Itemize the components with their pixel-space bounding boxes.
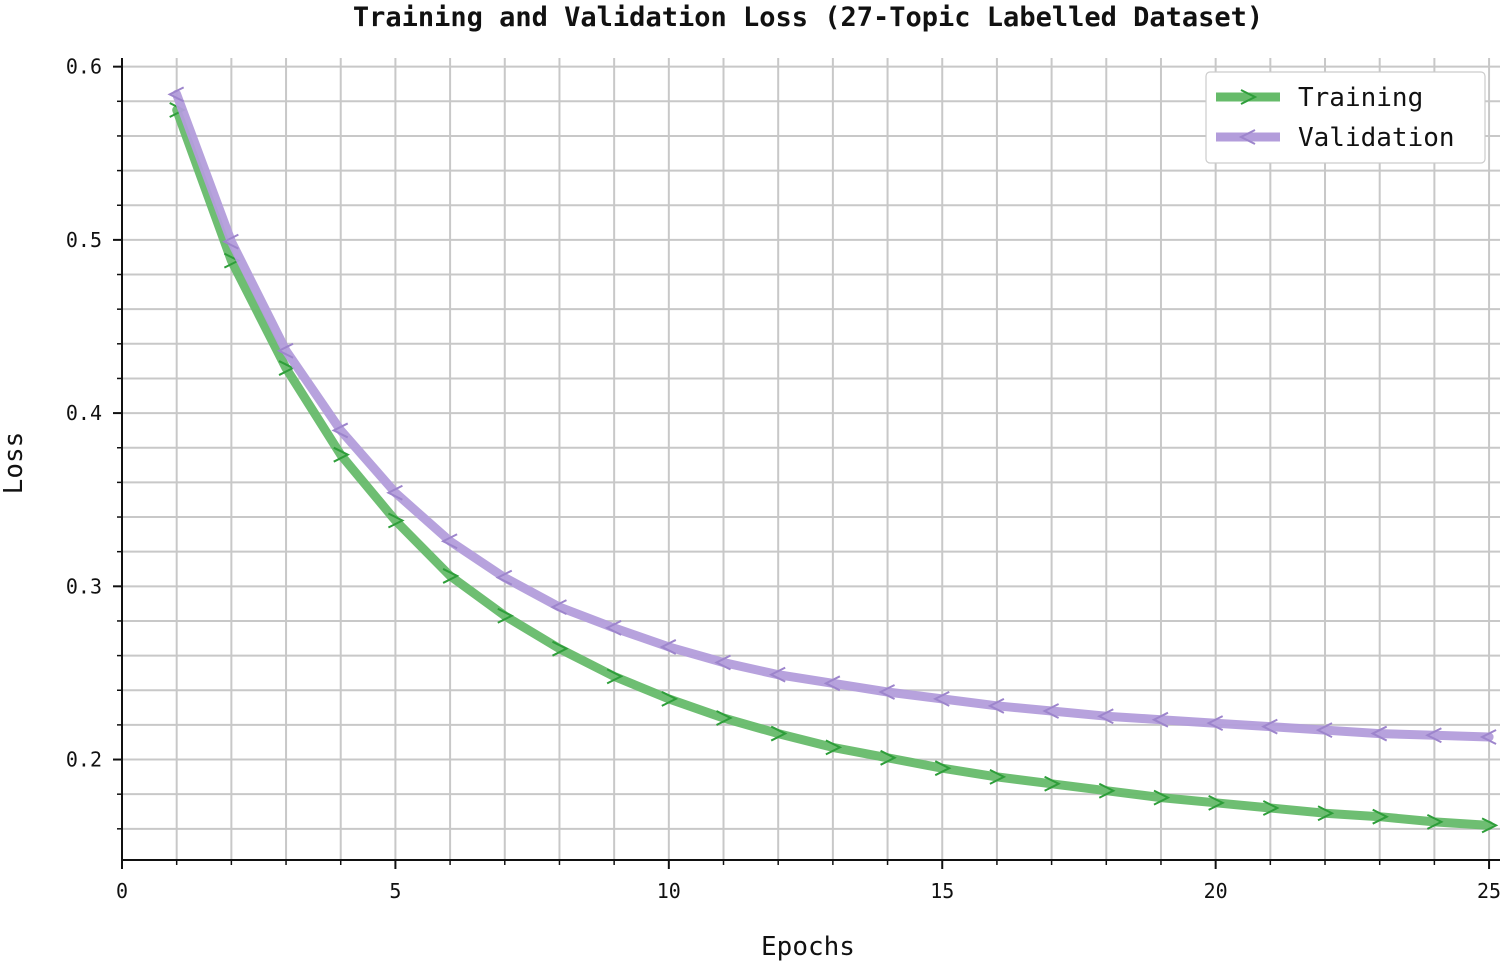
y-tick-label: 0.6 <box>66 55 102 79</box>
legend-label: Validation <box>1298 123 1455 153</box>
data-point <box>1153 789 1171 806</box>
axes <box>113 58 1500 869</box>
legend-item-validation: Validation <box>1216 123 1455 153</box>
data-point <box>386 484 403 501</box>
legend: Training Validation <box>1205 71 1486 164</box>
y-tick-label: 0.4 <box>66 401 102 425</box>
chart-title: Training and Validation Loss (27-Topic L… <box>353 2 1263 33</box>
y-tick-label: 0.2 <box>66 748 102 772</box>
data-point <box>933 691 950 707</box>
data-point <box>442 568 460 584</box>
data-point <box>1479 729 1497 745</box>
y-axis-label: Loss <box>0 432 29 495</box>
legend-label: Training <box>1298 83 1423 113</box>
data-point <box>440 533 458 550</box>
data-point <box>1098 782 1116 799</box>
series-line-validation <box>172 89 1494 742</box>
data-point <box>770 725 788 742</box>
data-point <box>167 86 185 103</box>
data-point <box>1261 718 1278 735</box>
x-tick-label: 15 <box>930 879 954 903</box>
data-point <box>1151 711 1169 728</box>
data-point <box>1042 703 1060 719</box>
data-point <box>1315 722 1333 738</box>
data-point <box>550 599 567 615</box>
data-point <box>1481 817 1499 834</box>
x-axis-label: Epochs <box>761 932 855 962</box>
legend-item-training: Training <box>1216 83 1423 113</box>
series-validation <box>167 86 1497 745</box>
data-point <box>276 342 294 359</box>
data-point <box>1044 775 1061 792</box>
data-point <box>823 675 841 692</box>
data-point <box>880 749 897 766</box>
data-point <box>768 666 786 683</box>
data-point <box>1425 727 1442 744</box>
data-point <box>1097 708 1114 725</box>
x-tick-label: 10 <box>657 879 681 903</box>
data-point <box>825 739 843 756</box>
data-point <box>604 619 622 636</box>
data-point <box>659 639 677 655</box>
x-tick-label: 20 <box>1204 879 1228 903</box>
data-point <box>1208 794 1225 811</box>
series-lines <box>167 86 1499 834</box>
data-point <box>1426 813 1444 830</box>
data-point <box>1317 805 1335 822</box>
data-point <box>989 768 1007 785</box>
data-point <box>495 569 513 586</box>
data-point <box>1206 715 1224 732</box>
data-point <box>878 684 896 700</box>
data-point <box>1372 808 1389 825</box>
tick-labels: 0 5 10 15 20 25 0.2 0.3 0.4 0.5 0.6 <box>66 55 1501 903</box>
data-point <box>333 446 350 463</box>
x-tick-label: 25 <box>1477 879 1501 903</box>
data-point <box>606 668 624 685</box>
y-tick-label: 0.5 <box>66 228 102 252</box>
legend-marker <box>1238 129 1256 145</box>
data-point <box>661 691 679 707</box>
data-point <box>222 233 239 250</box>
y-tick-label: 0.3 <box>66 574 102 598</box>
data-point <box>1262 800 1280 816</box>
x-tick-label: 5 <box>389 879 401 903</box>
series-line-training <box>172 105 1494 830</box>
data-point <box>497 607 515 624</box>
data-point <box>714 654 731 671</box>
data-point <box>552 640 569 657</box>
data-point <box>331 422 349 439</box>
data-point <box>716 710 733 726</box>
data-point <box>1370 725 1388 742</box>
legend-marker <box>1240 89 1258 105</box>
data-point <box>987 697 1005 714</box>
x-tick-label: 0 <box>116 879 128 903</box>
data-point <box>934 760 952 777</box>
data-point <box>387 512 405 529</box>
